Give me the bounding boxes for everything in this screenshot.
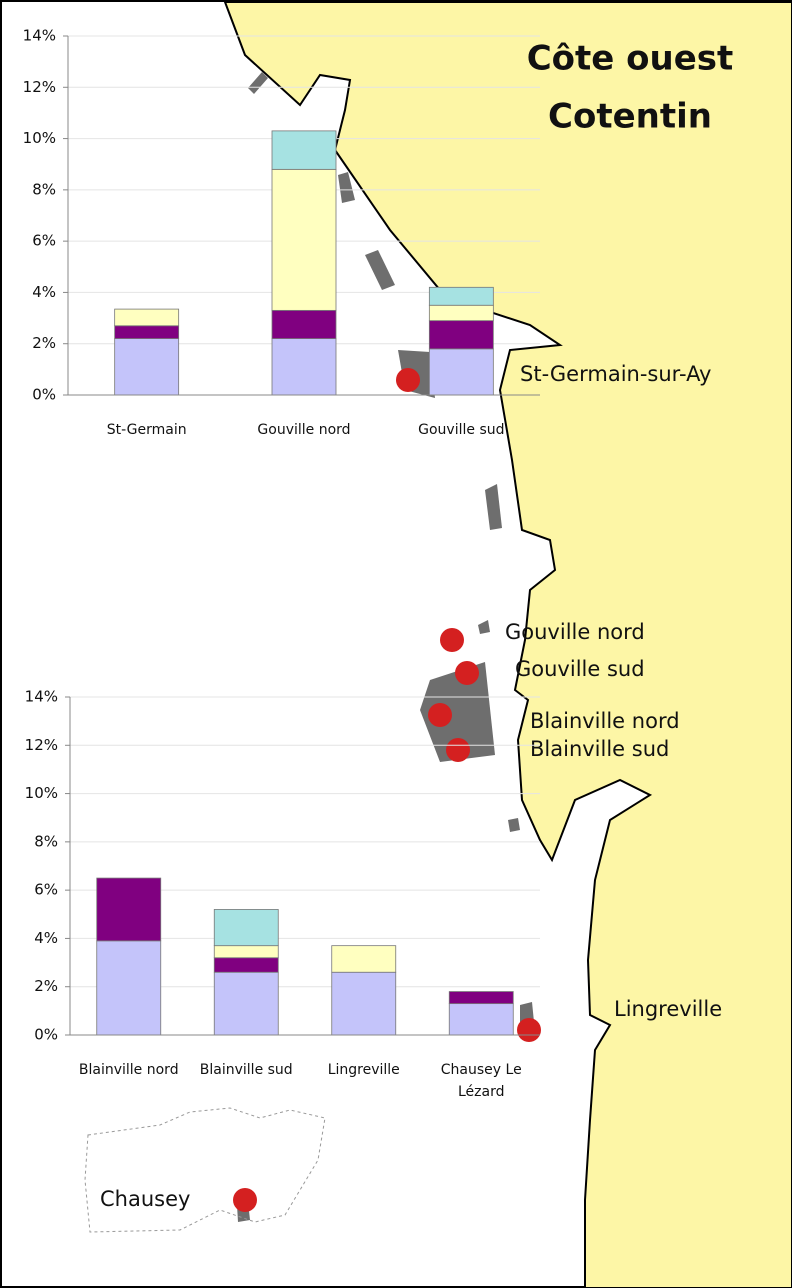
x-tick-label: Chausey Le Lézard: [440, 1062, 522, 1100]
patch: [478, 620, 490, 634]
land: [223, 1, 792, 1288]
bar-segment: [271, 338, 337, 396]
x-tick-label: St-Germain: [106, 422, 187, 438]
x-tick-label: Gouville nord: [257, 422, 351, 438]
y-tick-label: 2%: [34, 977, 58, 995]
bar-segment: [96, 940, 162, 1036]
bar-segment: [331, 945, 397, 973]
bar-segment: [331, 971, 397, 1036]
map-title: Cotentin: [548, 97, 712, 137]
bar-segment: [271, 309, 337, 339]
bar-segment: [271, 168, 337, 311]
patch: [420, 662, 495, 762]
bar-segment: [271, 130, 337, 170]
bar-segment: [213, 909, 279, 947]
y-tick-label: 0%: [34, 1026, 58, 1044]
x-tick-label: Blainville nord: [78, 1062, 179, 1078]
bar-segment: [213, 971, 279, 1036]
star: [428, 703, 452, 727]
y-tick-label: 10%: [23, 129, 56, 147]
place-label: Chausey: [100, 1187, 190, 1211]
y-tick-label: 8%: [32, 180, 56, 198]
y-tick-label: 0%: [32, 386, 56, 404]
star: [446, 738, 470, 762]
star: [455, 661, 479, 685]
star: [396, 368, 420, 392]
y-tick-label: 2%: [32, 334, 56, 352]
star: [440, 628, 464, 652]
patch: [365, 250, 395, 290]
y-tick-label: 12%: [23, 78, 56, 96]
y-tick-label: 12%: [25, 736, 58, 754]
patch: [508, 818, 520, 832]
bar-segment: [114, 338, 180, 396]
stars: [233, 368, 541, 1212]
y-tick-label: 4%: [34, 929, 58, 947]
place-label: Blainville nord: [530, 709, 680, 733]
patch: [338, 172, 355, 203]
bar-segment: [428, 320, 494, 350]
y-tick-label: 14%: [23, 27, 56, 45]
bar-segment: [428, 304, 494, 322]
bar-segment: [448, 991, 514, 1005]
bar-segment: [114, 325, 180, 339]
bar-segment: [428, 286, 494, 306]
y-tick-label: 6%: [34, 881, 58, 899]
star: [233, 1188, 257, 1212]
y-tick-label: 10%: [25, 784, 58, 802]
chausey-outline: [84, 1107, 326, 1233]
x-tick-label: Lingreville: [327, 1062, 400, 1078]
bar-segment: [96, 877, 162, 942]
chart: 0% 2% 4% 6% 8% 10% 12% 14%: [23, 27, 540, 404]
y-tick-label: 14%: [25, 688, 58, 706]
place-label: Blainville sud: [530, 737, 669, 761]
place-label: Gouville sud: [515, 657, 645, 681]
bar-segment: [213, 957, 279, 973]
x-tick-label: Blainville sud: [199, 1062, 293, 1078]
bar-segment: [114, 308, 180, 327]
x-tick-label: Gouville sud: [418, 422, 505, 438]
y-tick-label: 6%: [32, 232, 56, 250]
bar-segment: [428, 348, 494, 396]
map-title: Côte ouest: [527, 39, 734, 79]
place-label: St-Germain-sur-Ay: [520, 362, 711, 386]
chart: 0% 2% 4% 6% 8% 10% 12% 14%: [25, 688, 540, 1044]
patch: [248, 72, 268, 94]
patch: [485, 484, 502, 530]
bar-segment: [448, 1003, 514, 1036]
y-tick-label: 8%: [34, 832, 58, 850]
y-tick-label: 4%: [32, 283, 56, 301]
place-label: Lingreville: [614, 997, 722, 1021]
bar-segment: [213, 945, 279, 959]
place-label: Gouville nord: [505, 620, 645, 644]
star: [517, 1018, 541, 1042]
